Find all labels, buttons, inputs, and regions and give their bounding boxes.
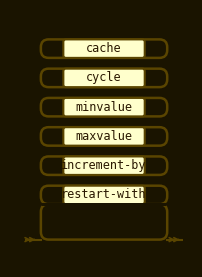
FancyBboxPatch shape — [63, 127, 144, 146]
FancyBboxPatch shape — [63, 98, 144, 116]
Bar — [41, 203, 166, 206]
Text: increment-by: increment-by — [61, 159, 146, 172]
FancyBboxPatch shape — [65, 158, 142, 173]
FancyBboxPatch shape — [65, 70, 142, 86]
FancyBboxPatch shape — [63, 186, 144, 204]
Text: cycle: cycle — [86, 71, 121, 84]
Text: cache: cache — [86, 42, 121, 55]
Text: restart-with: restart-with — [61, 188, 146, 201]
FancyBboxPatch shape — [63, 69, 144, 87]
FancyBboxPatch shape — [63, 39, 144, 58]
Text: maxvalue: maxvalue — [75, 130, 132, 143]
FancyBboxPatch shape — [65, 41, 142, 56]
FancyBboxPatch shape — [63, 157, 144, 175]
FancyBboxPatch shape — [65, 99, 142, 115]
FancyBboxPatch shape — [65, 129, 142, 144]
Text: minvalue: minvalue — [75, 101, 132, 114]
FancyBboxPatch shape — [65, 187, 142, 203]
